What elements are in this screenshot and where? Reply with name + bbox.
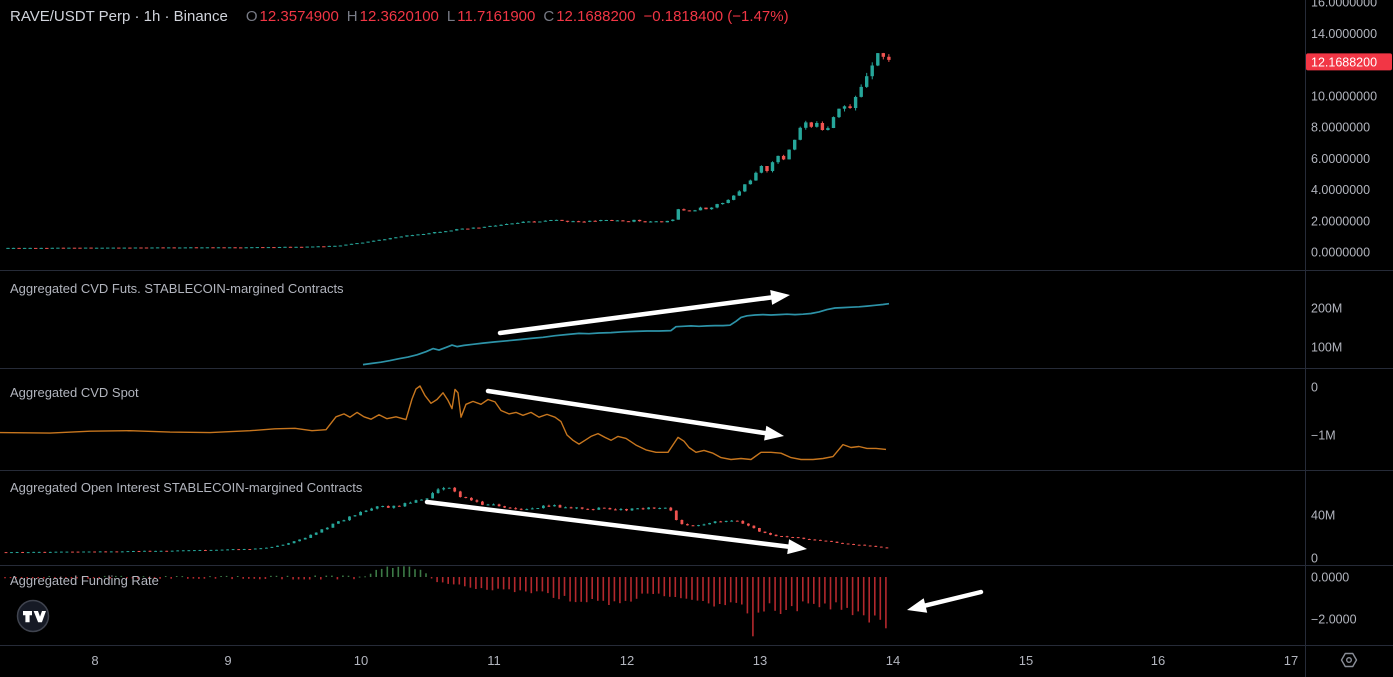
pane-label-funding-rate[interactable]: Aggregated Funding Rate [10, 573, 159, 588]
time-axis-label: 13 [753, 653, 767, 668]
funding-rate-series [4, 566, 887, 637]
symbol-header: RAVE/USDT Perp · 1h · Binance O 12.357490… [10, 8, 789, 25]
time-axis-label: 14 [886, 653, 900, 668]
time-axis-label: 8 [91, 653, 98, 668]
price-tick-label: 2.0000000 [1311, 214, 1370, 228]
time-axis-label: 15 [1019, 653, 1033, 668]
symbol-title[interactable]: RAVE/USDT Perp · 1h · Binance [10, 8, 228, 25]
time-axis[interactable]: 8 9 10 11 12 13 14 15 16 17 [91, 653, 1298, 668]
pane-label-cvd-futures[interactable]: Aggregated CVD Futs. STABLECOIN-margined… [10, 281, 344, 296]
time-axis-label: 12 [620, 653, 634, 668]
time-axis-label: 10 [354, 653, 368, 668]
ohlc-label: L [446, 8, 456, 25]
price-tick-label: 10.0000000 [1311, 89, 1377, 103]
ohlc-label: C [543, 8, 555, 25]
price-tick-label: 200M [1311, 302, 1342, 316]
open-interest-series [4, 486, 889, 554]
pane-label-open-interest[interactable]: Aggregated Open Interest STABLECOIN-marg… [10, 480, 363, 495]
price-tick-label: 0.0000 [1311, 571, 1349, 585]
last-price-text: 12.1688200 [1311, 55, 1377, 69]
last-price-label: 12.1688200 [1306, 53, 1392, 71]
time-axis-label: 16 [1151, 653, 1165, 668]
ohlc-value: 12.3574900 [259, 8, 339, 25]
line-series [0, 385, 887, 461]
settings-gear-icon[interactable] [1340, 652, 1358, 668]
price-tick-label: −1M [1311, 429, 1336, 443]
annotation-arrow [497, 290, 790, 336]
ohlc-value: 12.3620100 [359, 8, 439, 25]
price-tick-label: 100M [1311, 341, 1342, 355]
price-tick-label: 6.0000000 [1311, 152, 1370, 166]
line-series [362, 302, 890, 366]
ohlc-values: O 12.3574900 H 12.3620100 L 11.7161900 C 12.168… [238, 8, 636, 25]
price-tick-label: 0 [1311, 381, 1318, 395]
ohlc-value: 12.1688200 [556, 8, 636, 25]
price-axis[interactable]: 16.000000014.000000012.000000010.0000000… [1311, 0, 1377, 627]
time-axis-label: 17 [1284, 653, 1298, 668]
price-tick-label: 4.0000000 [1311, 183, 1370, 197]
annotation-arrow [424, 499, 807, 555]
price-tick-label: 8.0000000 [1311, 121, 1370, 135]
time-axis-label: 9 [224, 653, 231, 668]
annotation-arrow [907, 589, 984, 613]
ohlc-label: H [346, 8, 358, 25]
ohlc-label: O [245, 8, 258, 25]
price-tick-label: 14.0000000 [1311, 27, 1377, 41]
pane-label-cvd-spot[interactable]: Aggregated CVD Spot [10, 385, 139, 400]
ohlc-value: 11.7161900 [457, 8, 536, 25]
annotation-arrow [485, 388, 784, 441]
price-tick-label: 16.0000000 [1311, 0, 1377, 10]
pane-series-1 [362, 302, 890, 366]
pane-series-2 [0, 385, 887, 461]
price-tick-label: 0 [1311, 552, 1318, 566]
price-tick-label: −2.0000 [1311, 613, 1357, 627]
tradingview-logo[interactable] [16, 599, 50, 633]
price-tick-label: 40M [1311, 509, 1335, 523]
time-axis-label: 11 [487, 653, 501, 668]
price-change: −0.1818400 (−1.47%) [643, 8, 789, 25]
price-candles-series [6, 52, 891, 249]
price-tick-label: 0.0000000 [1311, 246, 1370, 260]
